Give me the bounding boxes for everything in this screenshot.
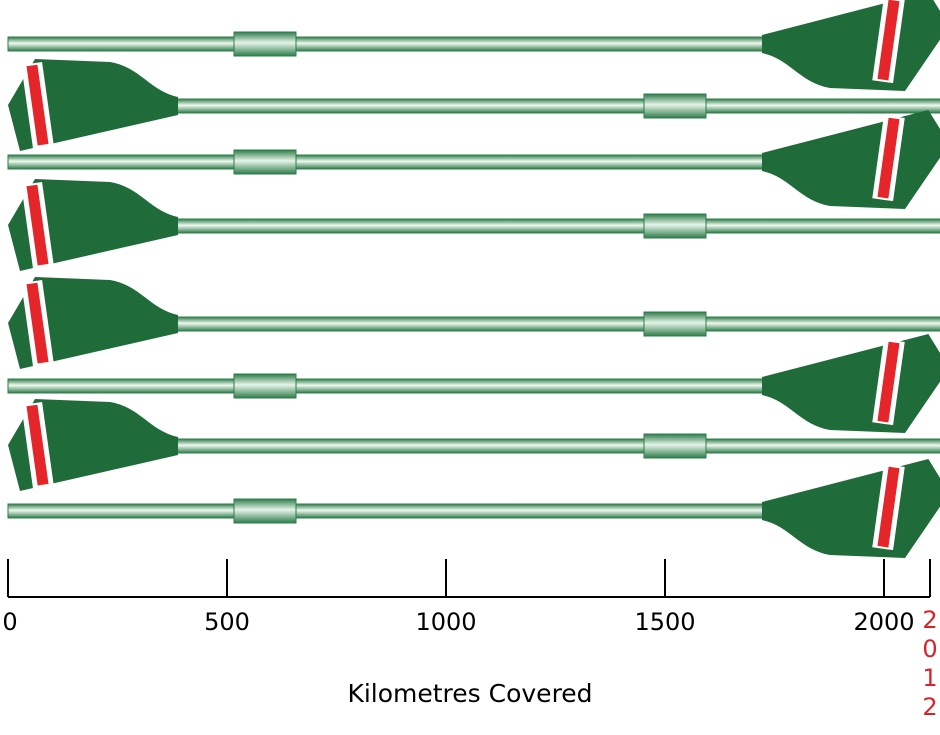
oar-collar — [643, 213, 707, 239]
blade-stripe-red — [877, 466, 900, 548]
oar-collar — [643, 311, 707, 337]
oar-collar — [233, 498, 297, 524]
oar-bar — [8, 277, 940, 369]
oar-shaft — [7, 378, 767, 394]
oar-bar — [8, 179, 940, 271]
oar-collar — [643, 433, 707, 459]
x-tick-label: 2000 — [853, 608, 914, 636]
oar-shaft — [7, 154, 767, 170]
target-label-char: 2 — [922, 693, 937, 721]
oar-blade — [762, 459, 940, 558]
blade-stripe-red — [877, 341, 900, 423]
oar-bar — [7, 459, 940, 558]
blade-stripe-red — [26, 404, 49, 486]
target-label-char: 2 — [922, 606, 937, 634]
oar-collar — [643, 93, 707, 119]
oar-blade — [762, 110, 940, 209]
blade-stripe-red — [26, 282, 49, 364]
target-label-char: 1 — [922, 664, 937, 692]
x-axis-title: Kilometres Covered — [347, 679, 592, 708]
blade-stripe-red — [877, 117, 900, 199]
oar-collar — [233, 373, 297, 399]
oar-shaft — [173, 218, 940, 234]
oar-shaft — [7, 503, 767, 519]
x-tick-label: 1500 — [634, 608, 695, 636]
blade-stripe-red — [26, 64, 49, 146]
x-tick-label: 500 — [204, 608, 250, 636]
oar-shaft — [173, 316, 940, 332]
oar-shaft — [7, 36, 767, 52]
blade-stripe-red — [877, 0, 900, 81]
oar-bar — [8, 399, 940, 491]
oar-bar — [7, 110, 940, 209]
oar-blade — [762, 334, 940, 433]
oar-bar — [7, 0, 940, 91]
oar-collar — [233, 149, 297, 175]
oar-bar — [7, 334, 940, 433]
x-axis: 0 500 1000 1500 2000 — [2, 559, 931, 636]
target-label-char: 0 — [922, 635, 937, 663]
oar-shaft — [173, 98, 940, 114]
oar-blade — [762, 0, 940, 91]
oar-collar — [233, 31, 297, 57]
oar-bars — [7, 0, 940, 558]
oar-bar — [8, 59, 940, 151]
oar-shaft — [173, 438, 940, 454]
x-tick-label: 0 — [2, 608, 17, 636]
blade-stripe-red — [26, 184, 49, 266]
x-tick-label: 1000 — [415, 608, 476, 636]
